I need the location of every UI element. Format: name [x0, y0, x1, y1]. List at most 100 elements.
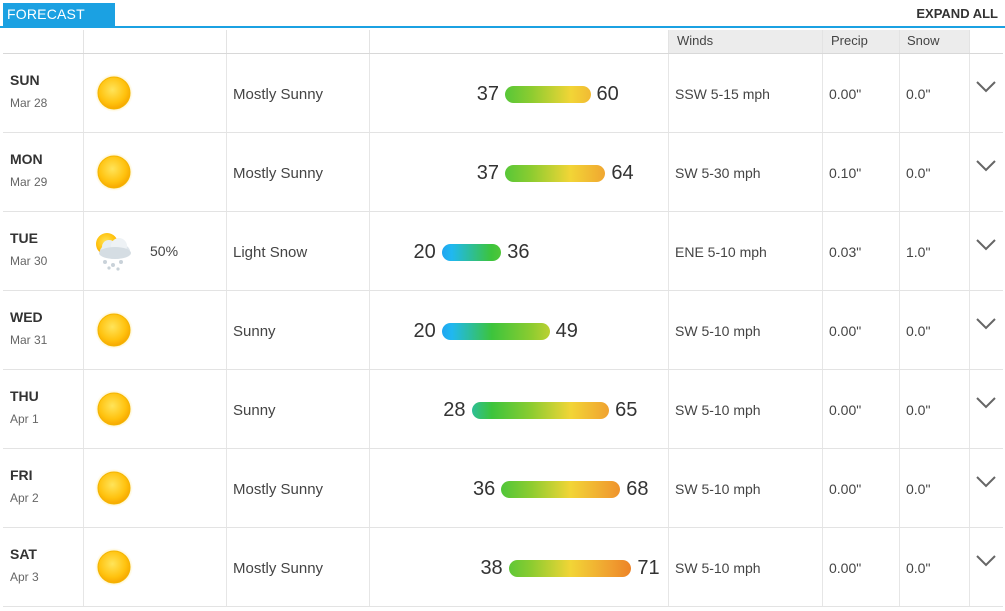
snow-amount: 1.0"	[906, 244, 931, 260]
column-header-winds: Winds	[669, 30, 823, 53]
condition-text: Mostly Sunny	[233, 165, 324, 182]
column-divider	[369, 370, 370, 448]
temp-low: 38	[480, 557, 503, 579]
temp-range-bar	[504, 165, 606, 182]
column-divider	[369, 54, 370, 132]
forecast-row-fri[interactable]: FRI Apr 2 Mostly Sunny 36 68 SW 5-10 mph 0.00"…	[3, 449, 1003, 528]
sunny-icon	[94, 152, 134, 192]
precip-chance: 50%	[150, 243, 179, 259]
column-header-condition	[227, 30, 370, 53]
column-divider	[822, 291, 823, 369]
column-header-temps	[370, 30, 669, 53]
chevron-down-icon[interactable]	[975, 80, 997, 94]
precip-amount: 0.00"	[829, 481, 862, 497]
condition-text: Mostly Sunny	[233, 560, 324, 577]
temp-high: 36	[507, 241, 530, 263]
column-divider	[969, 449, 970, 527]
column-divider	[369, 133, 370, 211]
precip-amount: 0.00"	[829, 323, 862, 339]
day-name: SUN	[10, 72, 40, 88]
column-divider	[226, 449, 227, 527]
day-name: THU	[10, 388, 39, 404]
wind-text: SW 5-30 mph	[675, 165, 761, 181]
column-divider	[969, 528, 970, 606]
column-divider	[899, 54, 900, 132]
temp-low: 37	[476, 162, 499, 184]
column-divider	[369, 291, 370, 369]
column-divider	[83, 54, 84, 132]
column-divider	[899, 449, 900, 527]
expand-all-button[interactable]: EXPAND ALL	[916, 6, 998, 21]
column-divider	[226, 54, 227, 132]
sunny-icon	[94, 547, 134, 587]
day-date: Mar 28	[10, 96, 48, 110]
column-divider	[899, 291, 900, 369]
precip-amount: 0.10"	[829, 165, 862, 181]
forecast-row-sun[interactable]: SUN Mar 28 Mostly Sunny 37 60 SSW 5-15 mph 0.0…	[3, 54, 1003, 133]
day-name: TUE	[10, 230, 38, 246]
column-divider	[83, 528, 84, 606]
temp-high: 49	[555, 320, 578, 342]
forecast-row-thu[interactable]: THU Apr 1 Sunny 28 65 SW 5-10 mph 0.00" 0.0"	[3, 370, 1003, 449]
chevron-down-icon[interactable]	[975, 554, 997, 568]
forecast-row-wed[interactable]: WED Mar 31 Sunny 20 49 SW 5-10 mph 0.00" 0.0"	[3, 291, 1003, 370]
column-divider	[899, 370, 900, 448]
temp-range-bar	[508, 560, 632, 577]
column-divider	[83, 370, 84, 448]
column-divider	[226, 212, 227, 290]
temp-low: 28	[443, 399, 466, 421]
forecast-row-mon[interactable]: MON Mar 29 Mostly Sunny 37 64 SW 5-30 mph 0.10…	[3, 133, 1003, 212]
snow-amount: 0.0"	[906, 402, 931, 418]
forecast-row-tue[interactable]: TUE Mar 30 50% Light Snow 20 36 ENE 5-10 mph 0.…	[3, 212, 1003, 291]
temp-high: 71	[637, 557, 660, 579]
column-divider	[822, 133, 823, 211]
day-date: Apr 3	[10, 570, 39, 584]
precip-amount: 0.03"	[829, 244, 862, 260]
column-divider	[369, 449, 370, 527]
column-divider	[226, 291, 227, 369]
chevron-down-icon[interactable]	[975, 238, 997, 252]
condition-text: Sunny	[233, 323, 276, 340]
column-divider	[226, 370, 227, 448]
column-divider	[899, 212, 900, 290]
condition-text: Mostly Sunny	[233, 86, 324, 103]
chevron-down-icon[interactable]	[975, 475, 997, 489]
snow-amount: 0.0"	[906, 165, 931, 181]
temp-low: 20	[413, 241, 436, 263]
column-divider	[822, 449, 823, 527]
forecast-row-sat[interactable]: SAT Apr 3 Mostly Sunny 38 71 SW 5-10 mph 0.00"…	[3, 528, 1003, 607]
sunny-icon	[94, 73, 134, 113]
column-divider	[226, 528, 227, 606]
sunny-icon	[94, 310, 134, 350]
column-divider	[822, 212, 823, 290]
temp-range-bar	[504, 86, 591, 103]
day-date: Mar 29	[10, 175, 48, 189]
chevron-down-icon[interactable]	[975, 317, 997, 331]
snow-amount: 0.0"	[906, 323, 931, 339]
day-date: Apr 2	[10, 491, 39, 505]
sunny-icon	[94, 468, 134, 508]
column-divider	[668, 291, 669, 369]
chevron-down-icon[interactable]	[975, 396, 997, 410]
precip-amount: 0.00"	[829, 86, 862, 102]
column-divider	[668, 528, 669, 606]
column-divider	[899, 528, 900, 606]
chevron-down-icon[interactable]	[975, 159, 997, 173]
snow-icon	[89, 228, 137, 272]
column-divider	[969, 291, 970, 369]
condition-text: Light Snow	[233, 244, 308, 261]
column-header-winds-label: Winds	[677, 33, 714, 48]
column-divider	[83, 449, 84, 527]
snow-amount: 0.0"	[906, 481, 931, 497]
temp-high: 60	[596, 83, 619, 105]
precip-amount: 0.00"	[829, 560, 862, 576]
column-divider	[969, 54, 970, 132]
forecast-header: FORECAST EXPAND ALL	[0, 0, 1005, 28]
header-divider	[3, 53, 1003, 54]
day-name: WED	[10, 309, 43, 325]
day-date: Apr 1	[10, 412, 39, 426]
temp-range-bar	[441, 323, 550, 340]
column-divider	[969, 212, 970, 290]
temp-low: 37	[476, 83, 499, 105]
tab-forecast[interactable]: FORECAST	[3, 3, 115, 26]
